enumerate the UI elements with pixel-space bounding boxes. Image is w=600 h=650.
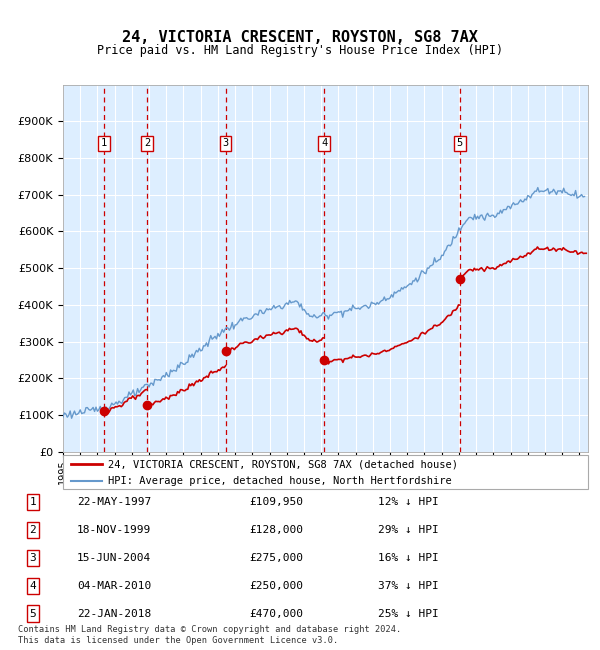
Text: 2: 2 xyxy=(144,138,150,148)
Text: 29% ↓ HPI: 29% ↓ HPI xyxy=(377,525,439,535)
Text: 2: 2 xyxy=(29,525,37,535)
Text: 1: 1 xyxy=(29,497,37,507)
Text: £128,000: £128,000 xyxy=(249,525,303,535)
Text: 25% ↓ HPI: 25% ↓ HPI xyxy=(377,608,439,619)
Text: Price paid vs. HM Land Registry's House Price Index (HPI): Price paid vs. HM Land Registry's House … xyxy=(97,44,503,57)
Text: 4: 4 xyxy=(29,580,37,591)
Text: 24, VICTORIA CRESCENT, ROYSTON, SG8 7AX (detached house): 24, VICTORIA CRESCENT, ROYSTON, SG8 7AX … xyxy=(107,460,458,469)
Text: HPI: Average price, detached house, North Hertfordshire: HPI: Average price, detached house, Nort… xyxy=(107,476,451,486)
Text: £109,950: £109,950 xyxy=(249,497,303,507)
Text: 15-JUN-2004: 15-JUN-2004 xyxy=(77,552,151,563)
Text: 5: 5 xyxy=(29,608,37,619)
Text: 3: 3 xyxy=(29,552,37,563)
Text: 12% ↓ HPI: 12% ↓ HPI xyxy=(377,497,439,507)
Text: 37% ↓ HPI: 37% ↓ HPI xyxy=(377,580,439,591)
Text: 5: 5 xyxy=(457,138,463,148)
FancyBboxPatch shape xyxy=(63,455,588,489)
Text: 3: 3 xyxy=(223,138,229,148)
Text: 24, VICTORIA CRESCENT, ROYSTON, SG8 7AX: 24, VICTORIA CRESCENT, ROYSTON, SG8 7AX xyxy=(122,30,478,46)
Text: 16% ↓ HPI: 16% ↓ HPI xyxy=(377,552,439,563)
Text: 22-JAN-2018: 22-JAN-2018 xyxy=(77,608,151,619)
Text: £275,000: £275,000 xyxy=(249,552,303,563)
Text: £470,000: £470,000 xyxy=(249,608,303,619)
Text: 1: 1 xyxy=(101,138,107,148)
Text: £250,000: £250,000 xyxy=(249,580,303,591)
Text: Contains HM Land Registry data © Crown copyright and database right 2024.
This d: Contains HM Land Registry data © Crown c… xyxy=(18,625,401,645)
Text: 04-MAR-2010: 04-MAR-2010 xyxy=(77,580,151,591)
Text: 4: 4 xyxy=(321,138,327,148)
Text: 18-NOV-1999: 18-NOV-1999 xyxy=(77,525,151,535)
Text: 22-MAY-1997: 22-MAY-1997 xyxy=(77,497,151,507)
